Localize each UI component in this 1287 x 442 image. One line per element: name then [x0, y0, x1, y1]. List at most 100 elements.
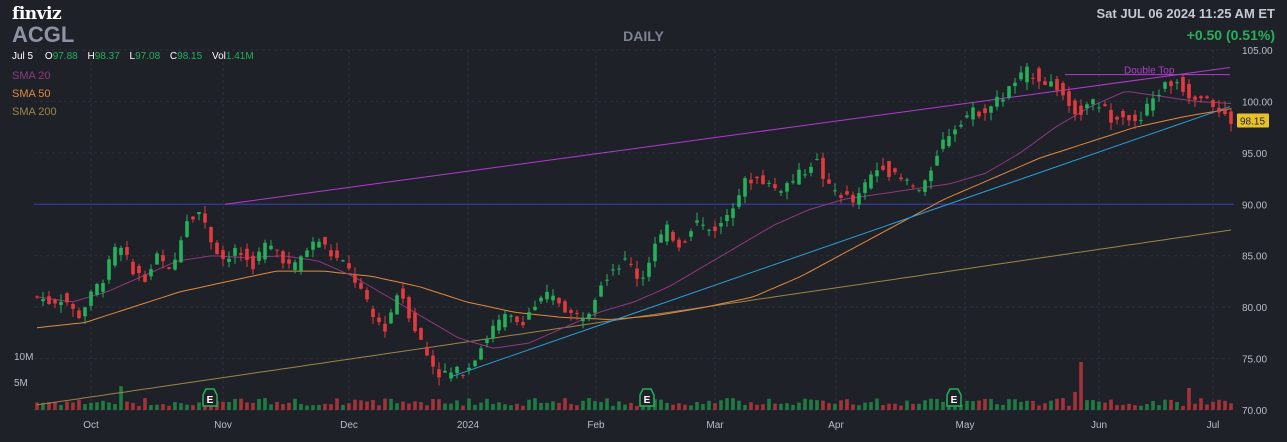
volume-bar: [47, 402, 51, 410]
candle-body: [1139, 119, 1143, 121]
candle-body: [1223, 109, 1227, 115]
volume-bar: [1121, 404, 1125, 410]
volume-bar: [983, 398, 987, 410]
volume-bar: [503, 404, 507, 410]
candle-body: [857, 193, 861, 205]
volume-tick-label: 10M: [14, 352, 33, 363]
y-tick-label: 100.00: [1242, 97, 1273, 108]
candle-body: [137, 265, 141, 274]
candle-body: [779, 191, 783, 193]
volume-bar: [383, 398, 387, 410]
volume-bar: [1205, 404, 1209, 410]
candle-body: [161, 255, 165, 262]
volume-bar: [149, 404, 153, 410]
candle-body: [725, 215, 729, 222]
volume-bar: [311, 405, 315, 410]
candle-body: [1115, 116, 1119, 120]
sma20-line: [36, 91, 1232, 349]
sma50-legend[interactable]: SMA 50: [12, 88, 51, 100]
volume-bar: [485, 398, 489, 410]
volume-bar: [635, 405, 639, 410]
candle-body: [533, 306, 537, 311]
finviz-logo[interactable]: finviz: [12, 4, 62, 24]
volume-bar: [197, 402, 201, 410]
sma50-line: [36, 108, 1232, 329]
volume-bar: [515, 403, 519, 410]
x-tick-label: Apr: [828, 420, 844, 431]
candle-body: [293, 262, 297, 271]
volume-bar: [839, 400, 843, 410]
candle-body: [617, 268, 621, 270]
candle-body: [719, 222, 723, 227]
volume-bar: [125, 401, 129, 410]
candle-body: [917, 189, 921, 191]
volume-bar: [431, 399, 435, 410]
candle-body: [941, 139, 945, 149]
candles: [35, 62, 1233, 386]
last-price-label: 98.15: [1240, 116, 1265, 127]
candle-body: [731, 208, 735, 218]
volume-bar: [221, 401, 225, 410]
candle-body: [707, 229, 711, 231]
sma200-legend[interactable]: SMA 200: [12, 106, 57, 118]
volume-bar: [521, 405, 525, 410]
candle-body: [125, 247, 129, 255]
candle-body: [1097, 107, 1101, 109]
candle-body: [479, 348, 483, 360]
high-label: H: [87, 51, 95, 62]
volume-bar: [827, 403, 831, 410]
candle-body: [149, 269, 153, 277]
candle-body: [251, 255, 255, 270]
volume-bar: [749, 402, 753, 410]
ticker-symbol: ACGL: [12, 22, 75, 47]
volume-bar: [1151, 400, 1155, 410]
candle-body: [1169, 81, 1173, 87]
volume-bar: [899, 405, 903, 410]
candle-body: [899, 177, 903, 180]
volume-bar: [845, 399, 849, 410]
volume-bar: [329, 404, 333, 410]
volume-bar: [395, 403, 399, 410]
volume-bar: [623, 404, 627, 410]
candle-body: [923, 180, 927, 192]
candle-body: [167, 267, 171, 269]
candle-body: [1103, 104, 1107, 107]
volume-bar: [941, 401, 945, 410]
volume-bar: [551, 401, 555, 410]
candle-body: [431, 355, 435, 367]
candle-body: [557, 297, 561, 304]
volume-bar: [1049, 400, 1053, 410]
volume-bar: [335, 398, 339, 410]
candle-body: [569, 310, 573, 313]
candle-body: [641, 277, 645, 279]
volume-value: 1.41M: [225, 51, 254, 62]
candle-body: [371, 308, 375, 318]
candle-body: [317, 241, 321, 248]
volume-bar: [1079, 362, 1083, 410]
candle-body: [341, 260, 345, 262]
candle-body: [263, 242, 267, 260]
candle-body: [521, 321, 525, 326]
volume-bar: [35, 402, 39, 410]
candle-body: [1031, 77, 1035, 79]
sma20-legend[interactable]: SMA 20: [12, 70, 51, 82]
earnings-marker: [946, 388, 962, 407]
volume-bar: [461, 405, 465, 410]
candle-body: [53, 299, 57, 304]
volume-bar: [359, 400, 363, 410]
candle-body: [467, 367, 471, 371]
candle-body: [875, 170, 879, 177]
candle-body: [281, 251, 285, 264]
volume-bar: [995, 404, 999, 410]
candle-body: [713, 226, 717, 232]
volume-bar: [683, 404, 687, 410]
candle-body: [299, 256, 303, 271]
volume-bar: [617, 401, 621, 410]
volume-bar: [77, 399, 81, 410]
volume-bar: [1157, 405, 1161, 410]
volume-bar: [731, 398, 735, 410]
candle-body: [497, 319, 501, 331]
sma-lines: [36, 91, 1232, 406]
volume-bar: [743, 404, 747, 410]
